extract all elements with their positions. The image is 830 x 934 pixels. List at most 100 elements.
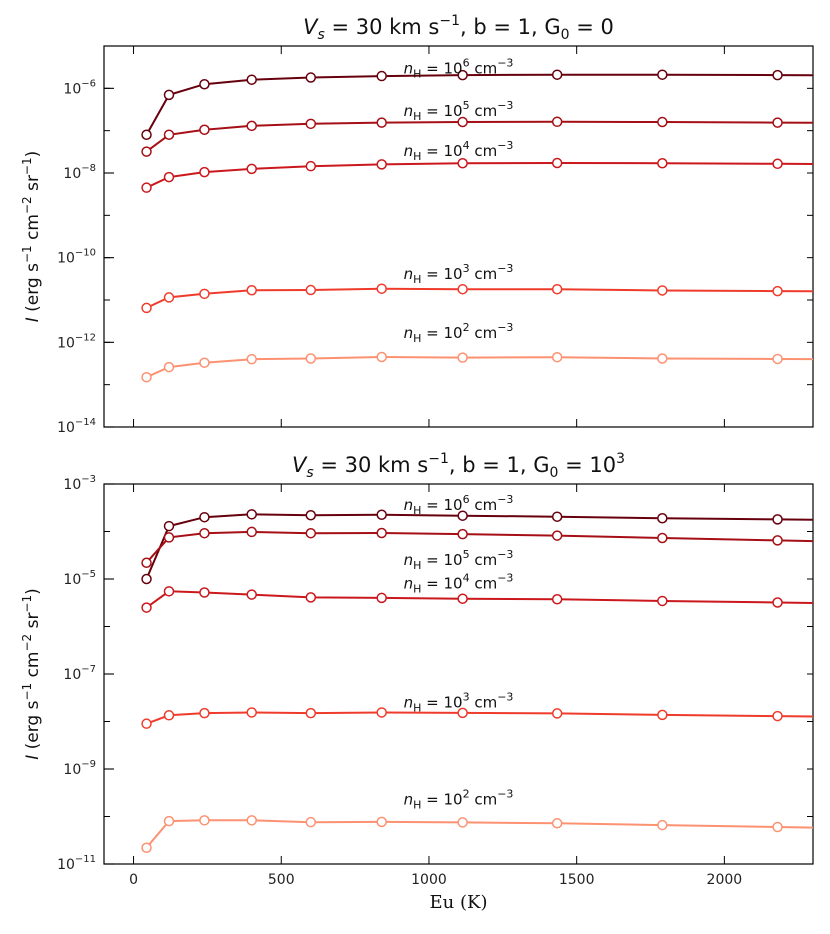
y-tick-base: 10	[57, 857, 75, 873]
data-point	[163, 129, 175, 141]
data-point	[551, 511, 563, 522]
series-label-part: = 10	[421, 60, 462, 78]
series-label-part: n	[404, 60, 414, 78]
y-tick-exponent: −5	[81, 569, 96, 580]
title-part: 0	[550, 465, 559, 481]
series-label-part: = 10	[421, 791, 462, 809]
y-label-part: I	[23, 317, 43, 322]
data-point	[141, 573, 152, 585]
data-point	[551, 116, 563, 128]
data-point	[246, 74, 257, 85]
series-label-part: cm	[470, 265, 498, 283]
series-label-part: n	[404, 693, 414, 711]
data-point	[772, 158, 783, 170]
data-point	[163, 815, 175, 827]
y-tick-label: 10−8	[63, 163, 96, 182]
series-label: nH = 103 cm−3	[404, 690, 514, 714]
series-label-part: 4	[463, 139, 470, 152]
data-point	[246, 815, 257, 826]
series-label-part: −3	[497, 493, 513, 506]
data-point	[163, 710, 175, 721]
series-label-part: −3	[497, 262, 513, 275]
series-label-part: H	[413, 559, 421, 572]
series-label-part: n	[404, 142, 414, 160]
series-label-part: −3	[497, 99, 513, 112]
series-label-part: −3	[497, 321, 513, 334]
y-tick-label: 10−7	[63, 664, 96, 683]
series-label-part: H	[413, 583, 421, 596]
data-point	[551, 708, 563, 719]
y-label-part: )	[23, 151, 43, 158]
data-point	[657, 353, 668, 364]
y-label-part: (erg s	[23, 700, 43, 754]
series-layer	[141, 509, 813, 853]
series-label-part: H	[413, 273, 421, 286]
series-label-part: −3	[497, 788, 513, 801]
series-line	[146, 287, 813, 309]
title-part: , b = 1, G	[449, 453, 550, 477]
data-point	[551, 157, 563, 169]
data-point	[141, 602, 152, 613]
title-part: 0	[561, 27, 570, 43]
data-point	[772, 285, 783, 297]
series-label-part: −3	[497, 139, 513, 152]
data-point	[199, 78, 210, 90]
data-point	[246, 163, 257, 175]
x-tick-label: 0	[129, 872, 138, 888]
data-point	[305, 72, 317, 83]
data-point	[199, 527, 210, 539]
y-label-part: −1	[20, 683, 34, 701]
data-point	[376, 117, 387, 128]
data-point	[141, 182, 152, 193]
data-point	[772, 821, 783, 833]
title-part: −1	[428, 451, 449, 467]
data-point	[551, 593, 563, 605]
series-label-part: 6	[463, 57, 470, 70]
y-label-part: −1	[20, 245, 34, 263]
series-label-part: = 10	[421, 142, 462, 160]
y-tick-label: 10−12	[57, 332, 96, 351]
data-point	[376, 527, 387, 539]
series-label-part: −3	[497, 548, 513, 561]
series-label-part: 3	[463, 690, 470, 703]
y-tick-base: 10	[63, 762, 81, 778]
series-label-part: 6	[463, 493, 470, 506]
title-part: = 0	[570, 15, 614, 39]
data-point	[457, 69, 468, 81]
y-tick-base: 10	[63, 81, 81, 97]
series-label-part: cm	[470, 60, 498, 78]
y-tick-label: 10−6	[63, 78, 96, 97]
series-label: nH = 106 cm−3	[404, 493, 514, 517]
y-tick-label: 10−3	[63, 474, 96, 493]
data-point	[772, 597, 783, 608]
data-point	[457, 283, 468, 295]
y-axis-label: I (erg s−1 cm−2 sr−1)	[20, 588, 43, 760]
data-point	[376, 816, 387, 828]
data-point	[246, 526, 257, 538]
data-point	[305, 284, 317, 296]
series-label-part: n	[404, 324, 414, 342]
y-tick-exponent: −9	[81, 759, 96, 770]
top-panel: Vs = 30 km s−1, b = 1, G0 = 010−1410−121…	[20, 13, 814, 436]
data-point	[141, 557, 152, 568]
series-label-part: n	[404, 791, 414, 809]
data-point	[163, 532, 175, 543]
y-tick-label: 10−5	[63, 569, 96, 588]
data-point	[199, 815, 210, 826]
series-label-part: H	[413, 110, 421, 123]
series-label-part: cm	[470, 551, 498, 569]
series-label-part: = 10	[421, 551, 462, 569]
data-point	[657, 285, 668, 296]
data-point	[657, 532, 668, 544]
series-label-part: 3	[463, 262, 470, 275]
series-label-part: cm	[470, 575, 498, 593]
data-point	[551, 530, 563, 541]
y-label-part: I	[23, 755, 43, 760]
y-tick-label: 10−10	[57, 248, 96, 267]
title-part: s	[306, 465, 313, 481]
data-point	[199, 511, 210, 523]
data-point	[657, 819, 668, 831]
series-label-part: cm	[470, 324, 498, 342]
series-label: nH = 104 cm−3	[404, 139, 514, 163]
data-point	[376, 283, 387, 294]
